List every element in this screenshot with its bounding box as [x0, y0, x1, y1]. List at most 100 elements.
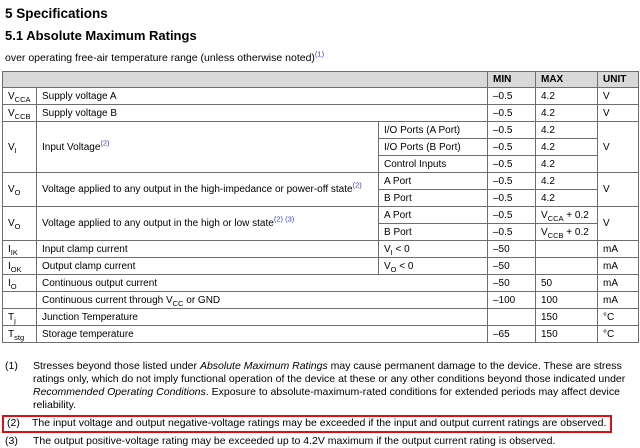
footnote-text: Stresses beyond those listed under Absol… [33, 360, 626, 411]
unit-cell: V [597, 172, 639, 207]
footnote-ref-link[interactable]: (2) [352, 180, 362, 190]
table-row: IIK Input clamp current VI < 0 –50 mA [2, 240, 639, 258]
min-cell [487, 308, 536, 326]
footnote-number: (2) [7, 417, 20, 429]
unit-cell: °C [597, 325, 639, 343]
table-row: IOK Output clamp current VO < 0 –50 mA [2, 257, 639, 275]
condition-cell: I/O Ports (A Port) [378, 121, 488, 139]
table-row: VO Voltage applied to any output in the … [2, 206, 639, 241]
condition-cell: VI < 0 [378, 240, 488, 258]
max-cell: VCCA + 0.2 [535, 206, 598, 224]
min-cell: –0.5 [487, 223, 536, 241]
table-header-unit: UNIT [597, 71, 639, 88]
table-row: B Port –0.5 4.2 [3, 189, 639, 207]
min-cell: –0.5 [487, 87, 536, 105]
min-cell: –0.5 [487, 104, 536, 122]
symbol-cell [2, 291, 37, 309]
unit-cell: mA [597, 274, 639, 292]
subsection-heading: 5.1 Absolute Maximum Ratings [5, 28, 197, 43]
max-cell: 4.2 [535, 138, 598, 156]
description-cell: Storage temperature [36, 325, 488, 343]
max-cell: 50 [535, 274, 598, 292]
footnote: (3) The output positive-voltage rating m… [5, 435, 627, 448]
max-cell: 4.2 [535, 104, 598, 122]
section-heading: 5 Specifications [5, 6, 108, 21]
condition-cell: A Port [378, 172, 488, 190]
max-cell: 150 [535, 308, 598, 326]
max-cell: 4.2 [535, 87, 598, 105]
table-row: Tj Junction Temperature 150 °C [2, 308, 639, 326]
min-cell: –0.5 [487, 206, 536, 224]
unit-cell: V [597, 87, 639, 105]
description-cell: Output clamp current [36, 257, 379, 275]
footnote-text: The input voltage and output negative-vo… [32, 417, 607, 429]
max-cell: 150 [535, 325, 598, 343]
table-row: VI Input Voltage(2) I/O Ports (A Port) –… [2, 121, 639, 173]
max-cell: 4.2 [535, 189, 598, 207]
max-cell [535, 240, 598, 258]
min-cell: –50 [487, 240, 536, 258]
table-row: B Port –0.5 VCCB + 0.2 [3, 223, 639, 241]
footnote-highlight-box: (2) The input voltage and output negativ… [2, 415, 613, 433]
max-cell: 4.2 [535, 155, 598, 173]
unit-cell: V [597, 121, 639, 173]
footnote-ref-link[interactable]: (2) [100, 138, 110, 148]
table-header-row: MIN MAX UNIT [2, 71, 639, 88]
condition-cell: Control Inputs [378, 155, 488, 173]
symbol-cell: VCCA [2, 87, 37, 105]
description-cell: Junction Temperature [36, 308, 488, 326]
footnote-number: (3) [5, 435, 18, 447]
table-row: I/O Ports (B Port) –0.5 4.2 [3, 138, 639, 156]
unit-cell: V [597, 104, 639, 122]
min-cell: –0.5 [487, 121, 536, 139]
min-cell: –0.5 [487, 155, 536, 173]
symbol-cell: VI [2, 121, 37, 173]
symbol-cell: VO [2, 206, 37, 241]
table-row: VO Voltage applied to any output in the … [2, 172, 639, 207]
symbol-cell: Tj [2, 308, 37, 326]
min-cell: –0.5 [487, 172, 536, 190]
table-condition-note: over operating free-air temperature rang… [5, 49, 640, 64]
footnote-ref-link[interactable]: (2) (3) [273, 214, 295, 224]
symbol-cell: VO [2, 172, 37, 207]
footnote-number: (1) [5, 360, 18, 372]
max-cell: 100 [535, 291, 598, 309]
description-cell: Continuous output current [36, 274, 488, 292]
description-cell: Input clamp current [36, 240, 379, 258]
description-cell: Continuous current through VCC or GND [36, 291, 488, 309]
footnote-text: The output positive-voltage rating may b… [33, 435, 556, 447]
condition-cell: VO < 0 [378, 257, 488, 275]
footnote-ref-link[interactable]: (1) [314, 49, 325, 59]
description-cell: Supply voltage A [36, 87, 488, 105]
description-cell: Voltage applied to any output in the hig… [36, 206, 379, 241]
symbol-cell: IIK [2, 240, 37, 258]
description-cell: Supply voltage B [36, 104, 488, 122]
min-cell: –65 [487, 325, 536, 343]
min-cell: –50 [487, 274, 536, 292]
table-row: VCCA Supply voltage A –0.5 4.2 V [2, 87, 639, 105]
footnotes-section: (1) Stresses beyond those listed under A… [2, 360, 627, 448]
condition-cell: I/O Ports (B Port) [378, 138, 488, 156]
condition-cell: B Port [378, 189, 488, 207]
condition-cell: B Port [378, 223, 488, 241]
min-cell: –0.5 [487, 189, 536, 207]
unit-cell: mA [597, 257, 639, 275]
description-cell: Voltage applied to any output in the hig… [36, 172, 379, 207]
max-cell: 4.2 [535, 172, 598, 190]
table-row: VCCB Supply voltage B –0.5 4.2 V [2, 104, 639, 122]
absolute-maximum-ratings-table: MIN MAX UNIT VCCA Supply voltage A –0.5 … [2, 71, 639, 343]
symbol-cell: IO [2, 274, 37, 292]
footnote: (1) Stresses beyond those listed under A… [5, 360, 627, 412]
unit-cell: mA [597, 240, 639, 258]
description-cell: Input Voltage(2) [36, 121, 379, 173]
min-cell: –0.5 [487, 138, 536, 156]
table-row: Tstg Storage temperature –65 150 °C [2, 325, 639, 343]
unit-cell: mA [597, 291, 639, 309]
unit-cell: °C [597, 308, 639, 326]
table-header-max: MAX [535, 71, 598, 88]
max-cell [535, 257, 598, 275]
symbol-cell: Tstg [2, 325, 37, 343]
condition-cell: A Port [378, 206, 488, 224]
max-cell: VCCB + 0.2 [535, 223, 598, 241]
